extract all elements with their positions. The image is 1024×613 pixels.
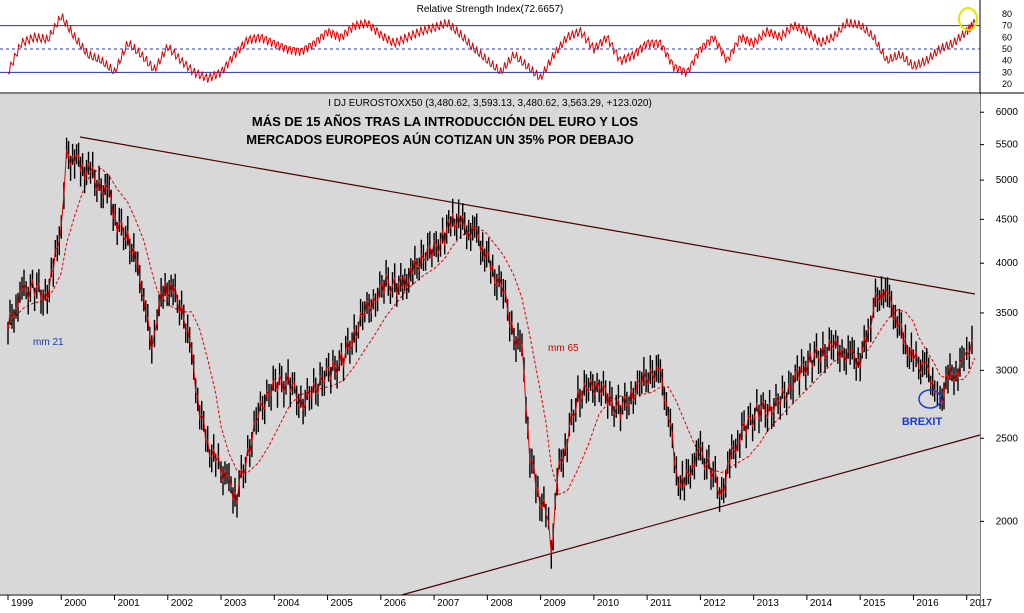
- rsi-series: [7, 13, 976, 83]
- x-tick-label: 2017: [970, 598, 993, 608]
- brexit-circle: [918, 389, 942, 409]
- x-tick-label: 2014: [810, 598, 833, 608]
- rsi-reference-lines: [0, 25, 980, 73]
- x-tick-label: 2007: [437, 598, 460, 608]
- x-tick-label: 2002: [171, 598, 194, 608]
- rsi-y-tick-label: 80: [1002, 9, 1012, 19]
- x-axis-area: [0, 595, 980, 608]
- rsi-line: [7, 13, 976, 83]
- brexit-label: BREXIT: [902, 416, 943, 428]
- rsi-title: Relative Strength Index(72.6657): [417, 4, 564, 15]
- price-y-tick-label: 2500: [996, 433, 1019, 444]
- price-y-tick-label: 5000: [996, 175, 1019, 186]
- instrument-label: I DJ EUROSTOXX50 (3,480.62, 3,593.13, 3,…: [328, 98, 652, 109]
- price-y-tick-label: 2000: [996, 516, 1019, 527]
- x-tick-label: 2013: [757, 598, 780, 608]
- x-tick-label: 2016: [916, 598, 939, 608]
- rsi-highlight-circle: [958, 7, 978, 31]
- chart-title-line-1: MÁS DE 15 AÑOS TRAS LA INTRODUCCIÓN DEL …: [252, 114, 639, 129]
- x-tick-label: 2008: [490, 598, 513, 608]
- x-tick-label: 2001: [118, 598, 141, 608]
- x-tick-label: 2010: [597, 598, 620, 608]
- x-tick-label: 2000: [64, 598, 87, 608]
- price-y-tick-label: 3500: [996, 308, 1019, 319]
- rsi-y-tick-label: 60: [1002, 32, 1012, 42]
- mm21-label: mm 21: [33, 337, 64, 348]
- chart-title-line-2: MERCADOS EUROPEOS AÚN COTIZAN UN 35% POR…: [246, 132, 633, 147]
- price-close-line: [7, 149, 973, 555]
- x-tick-label: 2005: [331, 598, 354, 608]
- rsi-y-tick-label: 40: [1002, 56, 1012, 66]
- x-tick-label: 2006: [384, 598, 407, 608]
- rsi-plot-area: [0, 0, 980, 92]
- mm65-label: mm 65: [548, 343, 579, 354]
- rsi-y-tick-label: 30: [1002, 67, 1012, 77]
- price-y-tick-label: 4500: [996, 214, 1019, 225]
- x-tick-label: 1999: [11, 598, 34, 608]
- resistance-trendline: [79, 136, 976, 295]
- price-panel: I DJ EUROSTOXX50 (3,480.62, 3,593.13, 3,…: [0, 94, 1018, 597]
- support-trendline: [397, 434, 981, 597]
- rsi-y-tick-label: 50: [1002, 44, 1012, 54]
- price-y-tick-label: 3000: [996, 365, 1019, 376]
- x-axis: 1999 2000 2001 2002 2003 2004 2005 2006 2007 2008…: [7, 595, 993, 609]
- rsi-y-tick-label: 70: [1002, 21, 1012, 31]
- x-tick-label: 2015: [863, 598, 886, 608]
- price-series: [7, 137, 973, 569]
- x-tick-label: 2012: [703, 598, 726, 608]
- x-tick-label: 2009: [544, 598, 567, 608]
- price-y-tick-label: 4000: [996, 258, 1019, 269]
- x-tick-label: 2003: [224, 598, 247, 608]
- rsi-y-tick-label: 20: [1002, 79, 1012, 89]
- x-tick-label: 2011: [650, 598, 672, 608]
- price-y-tick-label: 5500: [996, 140, 1019, 151]
- price-y-tick-label: 6000: [996, 107, 1019, 118]
- price-y-axis: 2000 2500 3000 3500 4000 4500 5000 5500 6000: [980, 107, 1018, 527]
- x-tick-label: 2004: [277, 598, 300, 608]
